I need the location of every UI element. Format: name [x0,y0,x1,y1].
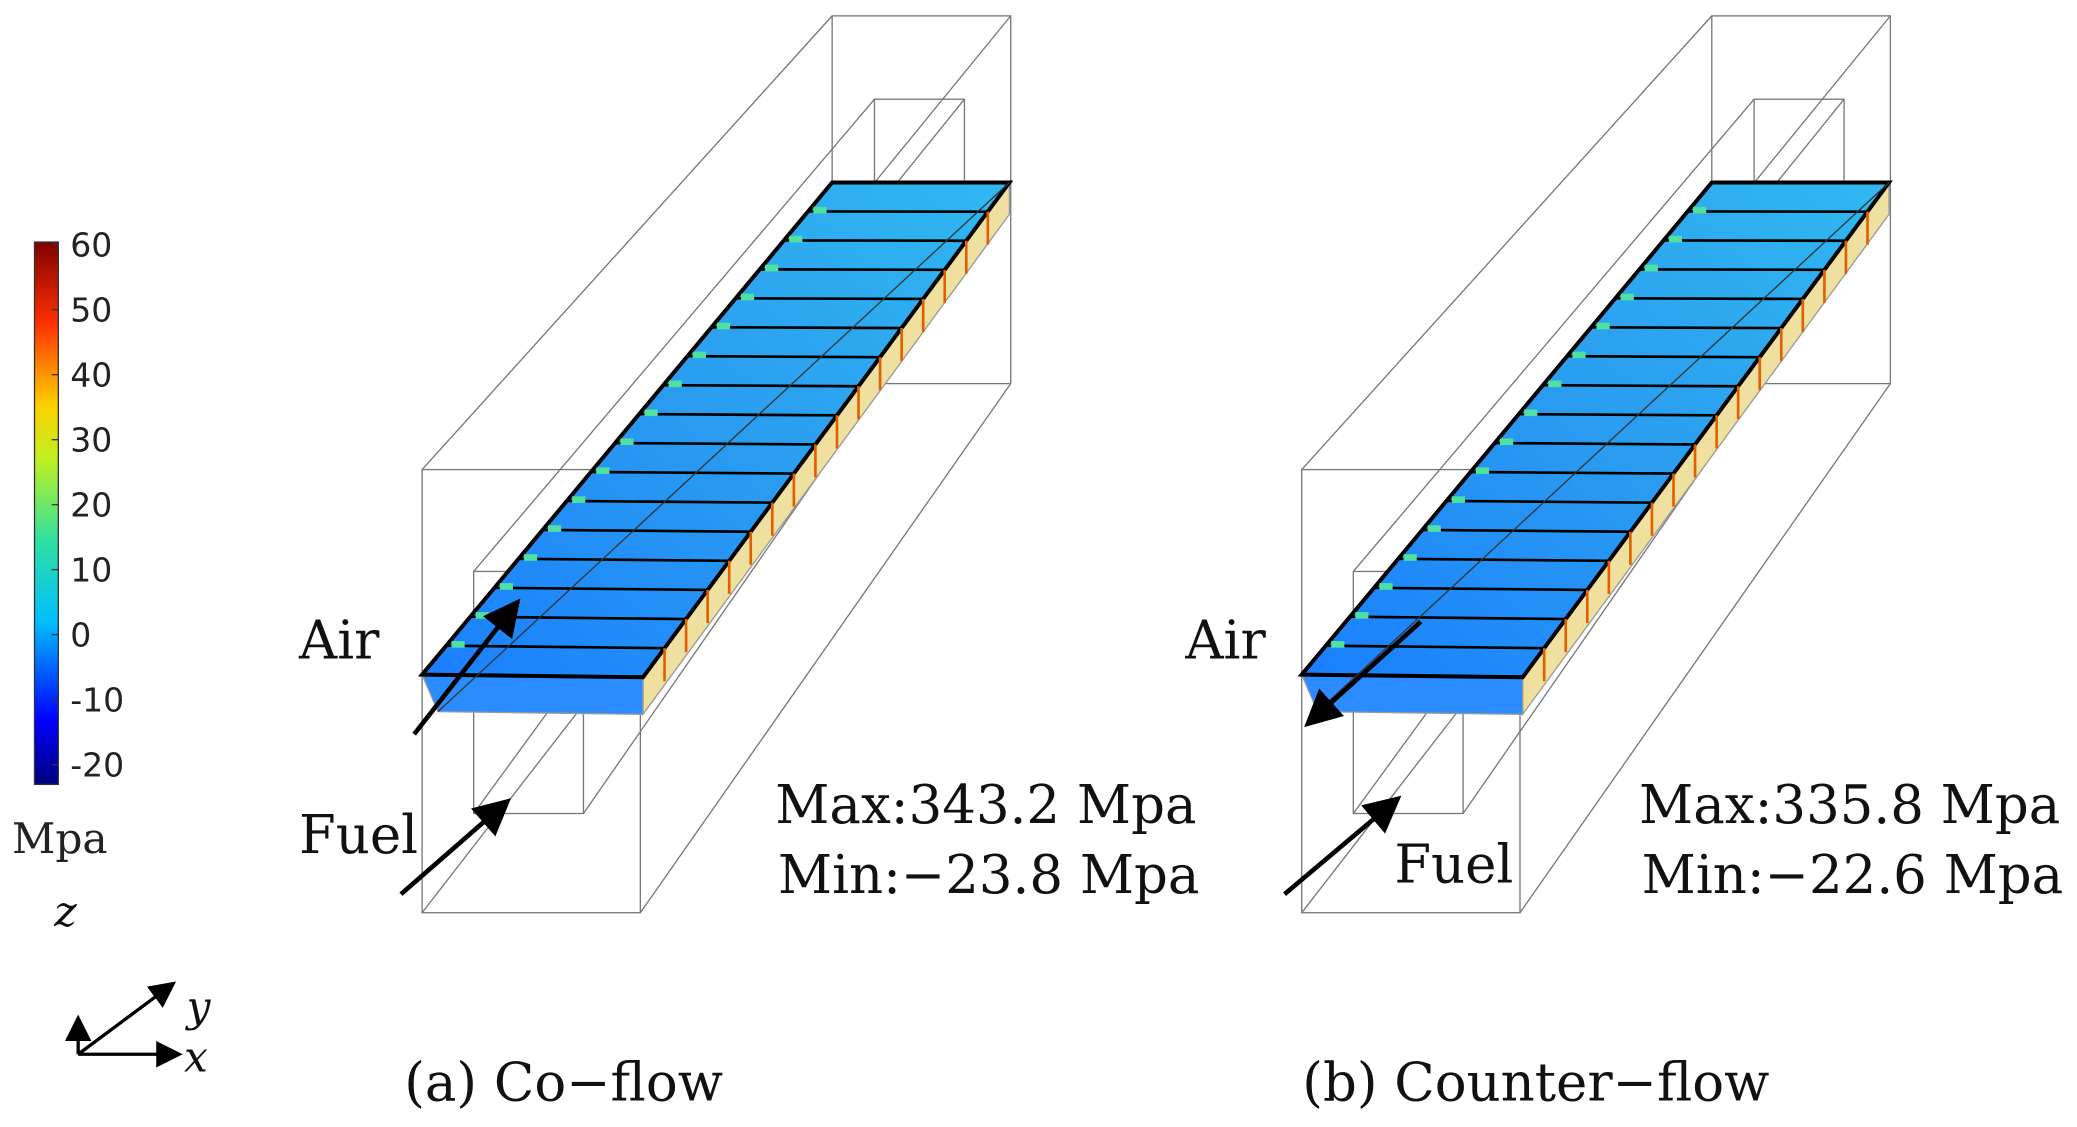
colorbar-label: 30 [70,421,112,460]
rib [1567,354,1760,359]
rib [1398,557,1609,563]
fuel-label: Fuel [299,805,418,866]
colorbar-label: -10 [70,680,124,719]
axis-z: z [53,887,77,936]
max-stress: Max:335.8 Mpa [1639,775,2060,836]
edge [473,98,875,572]
rib [711,325,902,330]
panel: Air Fuel Max:335.8 Mpa Min:−22.6 Mpa (b) Cou… [1184,15,2064,1114]
axis-x: x [184,1032,208,1081]
rib [639,412,837,417]
panel: Air Fuel Max:343.2 Mpa Min:−23.8 Mpa (a) Co−… [298,15,1200,1114]
colorbar-label: 10 [70,551,112,590]
rib [1349,615,1566,621]
rib [518,557,730,563]
edge [1519,383,1891,914]
rib [1542,383,1739,388]
colorbar-label: -20 [70,745,124,784]
rib [687,354,881,359]
arrow-air [1304,619,1423,728]
edge [1352,98,1755,572]
max-stress: Max:343.2 Mpa [775,775,1196,836]
rib [735,297,924,301]
colorbar-unit: Mpa [12,814,108,863]
rib [542,528,751,534]
rib [1494,441,1696,446]
cell-mid [437,182,1010,713]
rib [1325,644,1545,650]
rib [615,441,816,446]
air-label: Air [1184,611,1266,672]
cell-front [1300,673,1524,715]
rib [1591,325,1782,330]
rib [1422,528,1631,534]
colorbar-label: 20 [70,486,112,525]
rib [1470,470,1674,475]
colorbar [33,241,59,786]
colorbar-label: 50 [70,291,112,330]
edge [1301,15,1713,471]
rib [1446,499,1652,504]
colorbar-label: 40 [70,356,112,395]
arrow-fuel [1283,795,1402,896]
min-stress: Min:−23.8 Mpa [778,845,1200,906]
rib [1518,412,1717,417]
axis-triad [64,981,183,1068]
rib [1374,586,1588,592]
edge [639,383,1012,914]
colorbar-label: 60 [70,226,112,265]
arrow-fuel [399,798,512,896]
edge [421,15,833,471]
axis-y: y [185,982,212,1031]
arrow-air [412,598,521,736]
rib [1615,297,1803,301]
rib [663,383,859,388]
panel-caption: (b) Counter−flow [1302,1053,1769,1114]
panel-caption: (a) Co−flow [404,1053,723,1114]
air-label: Air [298,611,380,672]
min-stress: Min:−22.6 Mpa [1642,845,2064,906]
fuel-label: Fuel [1394,834,1513,895]
rib [494,586,708,592]
rib [590,470,794,475]
rib [566,499,773,504]
colorbar-label: 0 [70,616,91,655]
cell-mid [1317,182,1890,713]
